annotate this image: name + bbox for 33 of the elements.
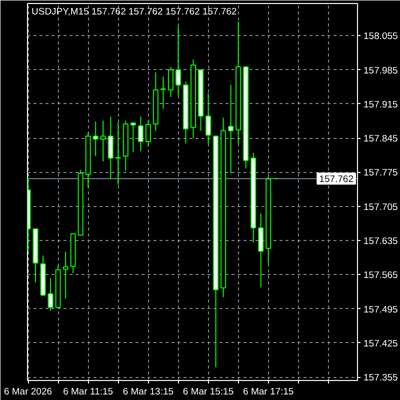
candlestick — [100, 120, 106, 162]
y-tick-label: 158.055 — [364, 31, 398, 42]
candlestick — [160, 76, 166, 110]
ref-line-label: 157.762 — [319, 174, 354, 186]
x-tick-label: 6 Mar 17:15 — [243, 386, 294, 398]
y-tick-label: 157.635 — [364, 236, 398, 248]
candlestick — [108, 116, 114, 180]
y-tick-label: 157.495 — [364, 304, 398, 316]
candlestick — [48, 278, 54, 312]
y-tick-label: 157.355 — [364, 372, 398, 384]
candlestick — [115, 122, 121, 186]
x-tick-label: 6 Mar 15:15 — [182, 386, 234, 398]
candlestick — [258, 212, 264, 288]
y-tick-label: 157.845 — [364, 134, 398, 145]
candlestick — [228, 84, 234, 174]
candlestick — [130, 122, 136, 153]
candlestick — [206, 92, 212, 145]
chart-title: USDJPY,M15 157.762 157.762 157.762 157.762 — [32, 6, 237, 18]
y-tick-label: 157.985 — [364, 65, 398, 76]
y-tick-label: 157.775 — [364, 168, 398, 179]
x-tick-label: 6 Mar 13:15 — [122, 386, 174, 398]
y-tick-label: 157.565 — [364, 270, 398, 282]
y-tick-label: 157.425 — [364, 338, 398, 350]
candlestick — [138, 116, 144, 152]
candlestick — [168, 66, 174, 98]
x-tick-label: 6 Mar 11:15 — [63, 386, 114, 398]
y-tick-label: 157.705 — [364, 202, 398, 213]
candlestick — [145, 120, 151, 147]
y-tick-label: 157.915 — [364, 99, 398, 110]
candlestick — [62, 251, 68, 300]
candlestick — [175, 25, 181, 96]
x-tick-label: 6 Mar 2026 — [4, 386, 52, 398]
candlestick — [92, 121, 98, 157]
